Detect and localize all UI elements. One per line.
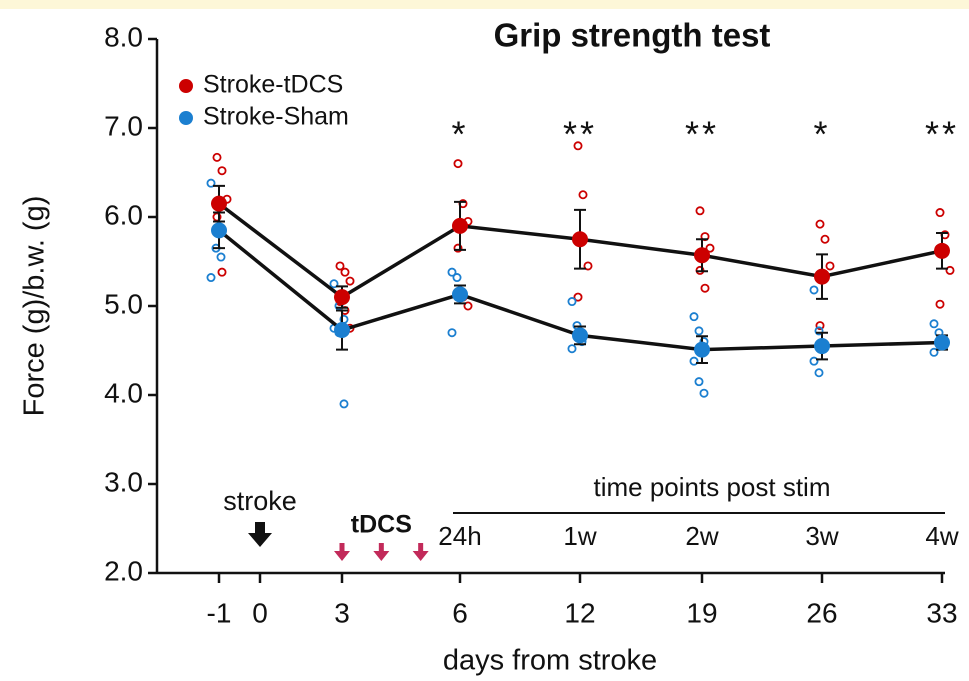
individual-point — [573, 141, 583, 151]
mean-marker — [452, 217, 468, 234]
individual-point — [689, 312, 699, 322]
individual-point — [206, 178, 216, 188]
individual-point — [453, 159, 463, 169]
individual-point — [935, 299, 945, 309]
individual-point — [815, 219, 825, 229]
mean-marker — [572, 327, 588, 344]
mean-marker — [814, 268, 830, 285]
tdcs-label: tDCS — [351, 511, 412, 539]
individual-point — [217, 166, 227, 176]
tdcs-arrow — [373, 543, 390, 561]
individual-point — [452, 273, 462, 283]
individual-point — [453, 243, 463, 253]
legend-marker — [179, 111, 193, 125]
individual-point — [689, 356, 699, 366]
individual-point — [695, 206, 705, 216]
stroke-label: stroke — [223, 486, 297, 516]
individual-point — [583, 261, 593, 271]
stroke-arrow — [248, 522, 272, 547]
individual-point — [567, 344, 577, 354]
individual-point — [814, 326, 824, 336]
y-tick-label: 4.0 — [104, 377, 143, 408]
individual-point — [705, 243, 715, 253]
time-point-label: 4w — [925, 521, 958, 551]
individual-point — [935, 208, 945, 218]
y-tick-label: 2.0 — [104, 555, 143, 586]
time-point-label: 2w — [685, 521, 718, 551]
individual-point — [573, 292, 583, 302]
x-tick-label: 6 — [452, 597, 468, 628]
y-tick-label: 8.0 — [104, 21, 143, 52]
legend-label: Stroke-tDCS — [203, 71, 343, 99]
tdcs-arrow — [412, 543, 429, 561]
mean-marker — [934, 334, 950, 351]
x-tick-label: 33 — [926, 597, 957, 628]
legend-marker — [179, 79, 193, 93]
y-axis-label: Force (g)/b.w. (g) — [19, 196, 51, 417]
individual-point — [329, 279, 339, 289]
mean-marker — [334, 289, 350, 306]
individual-point — [809, 285, 819, 295]
individual-point — [814, 368, 824, 378]
top-strip — [0, 0, 969, 9]
individual-point — [825, 261, 835, 271]
mean-marker — [211, 222, 227, 239]
y-tick-label: 5.0 — [104, 288, 143, 319]
significance-label: ** — [685, 114, 719, 155]
time-point-label: 24h — [438, 521, 481, 551]
x-axis-label: days from stroke — [443, 645, 657, 677]
x-tick-label: 3 — [334, 597, 350, 628]
individual-point — [929, 347, 939, 357]
individual-point — [212, 152, 222, 162]
individual-point — [815, 321, 825, 331]
significance-label: ** — [563, 114, 597, 155]
y-tick-label: 7.0 — [104, 110, 143, 141]
individual-point — [809, 356, 819, 366]
individual-point — [340, 267, 350, 277]
individual-point — [217, 267, 227, 277]
individual-point — [929, 319, 939, 329]
mean-marker — [694, 341, 710, 358]
individual-point — [694, 377, 704, 387]
time-point-label: 3w — [805, 521, 838, 551]
x-tick-label: 26 — [806, 597, 837, 628]
mean-marker — [934, 242, 950, 259]
individual-point — [206, 273, 216, 283]
y-tick-label: 6.0 — [104, 199, 143, 230]
time-points-title: time points post stim — [594, 472, 831, 502]
x-tick-label: 12 — [564, 597, 595, 628]
individual-point — [945, 265, 955, 275]
mean-marker — [572, 231, 588, 248]
y-tick-label: 3.0 — [104, 466, 143, 497]
mean-marker — [211, 195, 227, 212]
significance-label: ** — [925, 114, 959, 155]
individual-point — [447, 267, 457, 277]
time-point-label: 1w — [563, 521, 596, 551]
tdcs-arrow — [334, 543, 350, 561]
individual-point — [447, 328, 457, 338]
mean-marker — [334, 322, 350, 339]
x-tick-label: 0 — [252, 597, 268, 628]
individual-point — [339, 399, 349, 409]
chart-title: Grip strength test — [494, 17, 771, 54]
individual-point — [335, 261, 345, 271]
x-tick-label: 19 — [686, 597, 717, 628]
individual-point — [567, 297, 577, 307]
individual-point — [699, 388, 709, 398]
x-tick-label: -1 — [207, 597, 232, 628]
individual-point — [463, 301, 473, 311]
individual-point — [345, 276, 355, 286]
individual-point — [578, 190, 588, 200]
mean-marker — [694, 247, 710, 264]
individual-point — [694, 326, 704, 336]
mean-marker — [814, 338, 830, 355]
individual-point — [700, 283, 710, 293]
individual-point — [820, 234, 830, 244]
significance-label: * — [813, 114, 830, 155]
individual-point — [216, 252, 226, 262]
legend-label: Stroke-Sham — [203, 103, 349, 131]
significance-label: * — [451, 114, 468, 155]
mean-marker — [452, 286, 468, 303]
